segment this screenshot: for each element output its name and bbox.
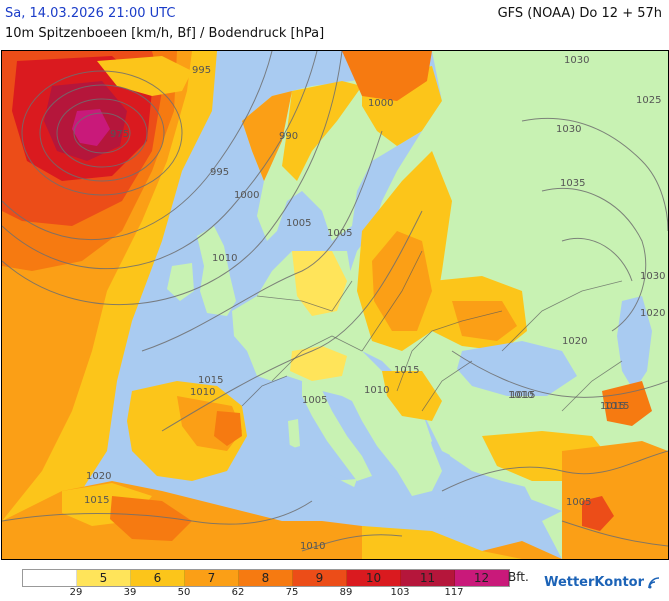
legend-segment: 10	[347, 570, 401, 586]
scandinavia-gust	[282, 81, 362, 181]
isobar-label: 1005	[327, 228, 352, 239]
isobar-label: 990	[279, 131, 298, 142]
model-run-info: GFS (NOAA) Do 12 + 57h	[497, 6, 662, 21]
iceland-region	[97, 56, 192, 96]
isobar-label: 1010	[212, 253, 237, 264]
isobar-label: 1010	[364, 385, 389, 396]
norway-coast-gust	[242, 91, 292, 181]
legend-segment: 12	[455, 570, 509, 586]
country-borders	[241, 250, 623, 412]
legend-segment: 7	[185, 570, 239, 586]
black-sea	[457, 341, 577, 396]
legend-tick-label: 50	[177, 587, 191, 598]
legend-tick-label: 29	[69, 587, 83, 598]
isobar-label: 1010	[190, 387, 215, 398]
isobar-label: 1015	[600, 401, 625, 412]
legend-tick-label: 89	[339, 587, 353, 598]
isobar-label: 1035	[560, 178, 585, 189]
isobar-label: 1030	[556, 124, 581, 135]
east-caucasus-gust	[602, 381, 652, 426]
weather-map: 995 975 990 995 1000 1000 1005 1005 1010…	[1, 50, 669, 560]
russia-gust-orange	[372, 231, 432, 331]
isobar-label: 1005	[566, 497, 591, 508]
legend-segment	[23, 570, 77, 586]
isobar-label: 1010	[508, 390, 533, 401]
middle-east-red	[582, 496, 614, 531]
iberia-red	[214, 411, 242, 446]
brand-name: WetterKontor	[544, 575, 644, 590]
isobars	[2, 51, 668, 552]
isobar-label: 975	[110, 129, 129, 140]
libya-gust	[362, 526, 522, 559]
central-europe-gust	[292, 251, 347, 316]
mediterranean-sea	[242, 441, 562, 521]
legend-segment: 8	[239, 570, 293, 586]
isobar-label: 1030	[640, 271, 665, 282]
legend-kmh-ticks: 29 39 50 62 75 89 103 117	[22, 587, 522, 601]
isobar-label: 1000	[234, 190, 259, 201]
isobar-label: 1025	[636, 95, 661, 106]
isobar-label: 1020	[86, 471, 111, 482]
legend-segment: 9	[293, 570, 347, 586]
map-canvas: 995 975 990 995 1000 1000 1005 1005 1010…	[2, 51, 668, 559]
legend-tick-label: 103	[390, 587, 410, 598]
isobar-label: 995	[192, 65, 211, 76]
isobar-label: 995	[210, 167, 229, 178]
ireland	[167, 263, 194, 301]
wifi-icon	[648, 576, 660, 588]
isobar-label: 1020	[562, 336, 587, 347]
map-datetime: Sa, 14.03.2026 21:00 UTC	[5, 6, 176, 21]
isobar-label: 1030	[564, 55, 589, 66]
isobar-label-group: 995 975 990 995 1000 1000 1005 1005 1010…	[84, 55, 665, 552]
legend-unit: Bft.	[508, 570, 529, 584]
isobar-label: 1015	[604, 401, 629, 412]
north-africa-red	[110, 496, 192, 541]
sardinia	[288, 419, 300, 449]
legend-tick-label: 39	[123, 587, 137, 598]
legend-segment: 5	[77, 570, 131, 586]
isobar-label: 1015	[84, 495, 109, 506]
isobar-label: 1005	[286, 218, 311, 229]
legend-tick-label: 62	[231, 587, 245, 598]
legend-color-bar: 5 6 7 8 9 10 11 12	[22, 569, 510, 587]
storm-center	[72, 109, 110, 146]
legend-tick-label: 75	[285, 587, 299, 598]
balkans-gust	[382, 371, 442, 421]
isobar-label: 1000	[368, 98, 393, 109]
map-subtitle: 10m Spitzenboeen [km/h, Bf] / Bodendruck…	[5, 26, 325, 41]
russia-north-gust	[342, 51, 432, 101]
legend-segment: 11	[401, 570, 455, 586]
italy	[302, 381, 372, 481]
isobar-label: 1010	[300, 541, 325, 552]
gust-legend: 5 6 7 8 9 10 11 12 Bft. 29 39 50 62 75 89 103 117	[22, 569, 529, 598]
isobar-label: 1020	[640, 308, 665, 319]
isobar-label: 1005	[302, 395, 327, 406]
wetterkontor-logo: WetterKontor	[544, 575, 661, 590]
legend-segment: 6	[131, 570, 185, 586]
isobar-label: 1015	[394, 365, 419, 376]
great-britain	[197, 226, 236, 316]
alps-gust	[290, 346, 347, 381]
legend-tick-label: 117	[444, 587, 464, 598]
isobar-label: 1015	[198, 375, 223, 386]
isobar-label: 1015	[510, 390, 535, 401]
